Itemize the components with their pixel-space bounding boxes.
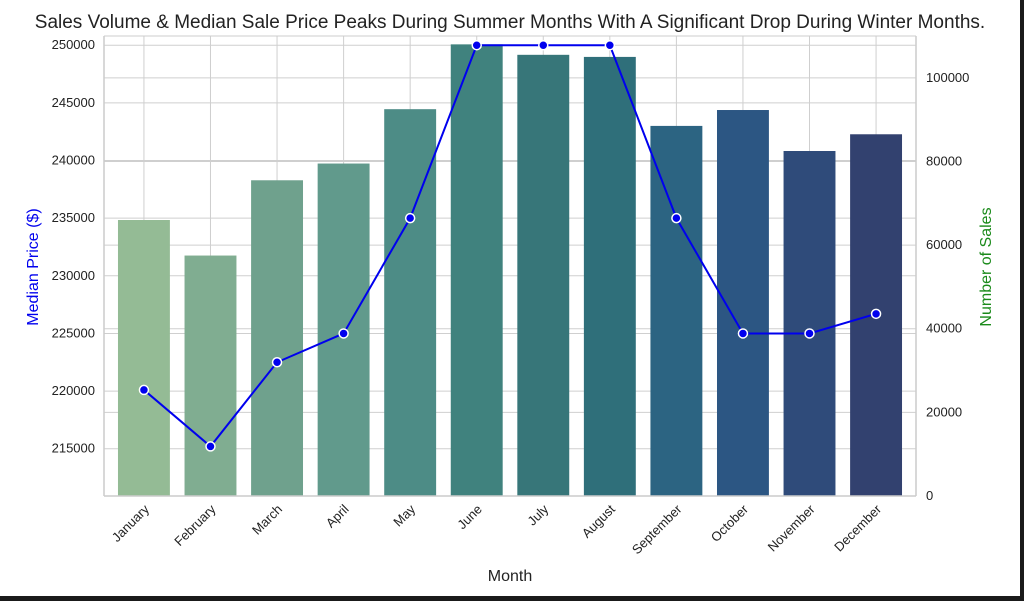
price-point: [671, 212, 682, 224]
y-left-tick-label: 235000: [52, 210, 95, 225]
bar: [184, 255, 237, 496]
bar: [783, 151, 836, 496]
price-point: [404, 212, 416, 224]
y-left-tick-label: 240000: [52, 153, 95, 168]
bar: [450, 44, 503, 496]
bar: [384, 109, 437, 496]
x-tick-label: October: [708, 501, 752, 545]
price-point: [737, 328, 749, 339]
price-point: [538, 39, 549, 51]
y-right-tick-label: 60000: [926, 237, 962, 252]
x-tick-label: July: [524, 501, 551, 528]
y-left-tick-label: 250000: [52, 37, 95, 52]
y-left-tick-label: 215000: [52, 441, 95, 456]
x-axis-label: Month: [488, 568, 532, 585]
price-point: [804, 328, 815, 339]
chart-title: Sales Volume & Median Sale Price Peaks D…: [35, 12, 985, 33]
price-point: [338, 328, 349, 339]
x-tick-label: March: [249, 502, 285, 538]
y-right-tick-label: 100000: [926, 70, 969, 85]
plot-background: [104, 36, 916, 496]
x-tick-label: June: [454, 502, 485, 533]
price-point: [870, 308, 882, 320]
y-left-tick-label: 230000: [52, 268, 95, 283]
price-point: [205, 441, 216, 452]
y-left-tick-label: 225000: [52, 325, 95, 340]
x-tick-label: September: [629, 501, 685, 557]
price-line: [143, 44, 877, 448]
y-axis-right-label: Number of Sales: [978, 207, 995, 326]
x-tick-label: January: [109, 501, 153, 545]
x-tick-label: November: [765, 501, 818, 554]
x-tick-label: February: [171, 501, 219, 549]
bar: [517, 54, 570, 497]
y-axis-left-label: Median Price ($): [25, 208, 42, 325]
y-right-tick-label: 40000: [926, 321, 962, 336]
y-right-tick-label: 20000: [926, 404, 962, 419]
price-point: [604, 39, 616, 51]
price-point: [138, 384, 150, 396]
x-tick-label: April: [323, 501, 352, 530]
y-left-tick-label: 220000: [52, 383, 95, 398]
bar: [583, 56, 636, 497]
price-point: [271, 357, 283, 368]
plot-area: 215000 220000 225000 230000 235000 240000 2450…: [52, 35, 969, 557]
price-point: [471, 39, 482, 51]
bar: [251, 180, 304, 497]
y-right-tick-label: 0: [926, 488, 933, 503]
x-tick-label: May: [390, 501, 418, 529]
bar: [650, 125, 703, 496]
y-right-tick-label: 80000: [926, 153, 962, 168]
y-left-tick-label: 245000: [52, 95, 95, 110]
x-tick-label: December: [831, 501, 884, 554]
bar: [117, 220, 170, 496]
x-tick-label: August: [579, 501, 618, 540]
